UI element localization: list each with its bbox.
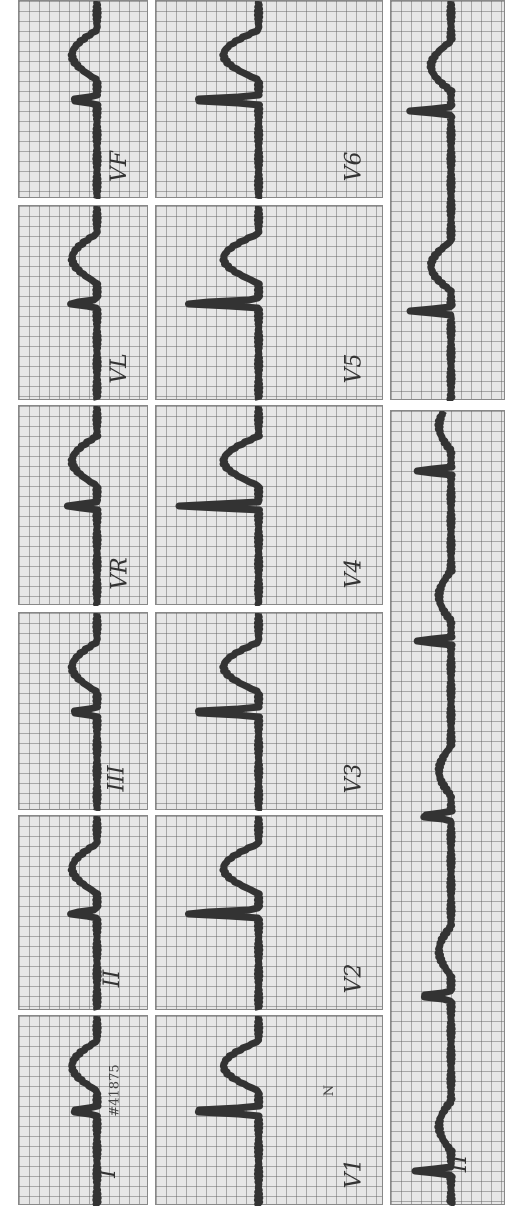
ecg-panel: V6 bbox=[155, 0, 383, 198]
lead-label: I bbox=[96, 1169, 121, 1178]
lead-label: V1 bbox=[341, 1159, 366, 1189]
lead-label: II bbox=[100, 970, 125, 987]
lead-label: V3 bbox=[341, 764, 366, 794]
ecg-waveform bbox=[71, 816, 99, 1010]
ecg-waveform bbox=[71, 206, 99, 400]
ecg-panel: II bbox=[18, 815, 148, 1010]
ecg-waveform bbox=[71, 613, 98, 811]
ecg-panel: V1 N bbox=[155, 1015, 383, 1205]
ecg-panel bbox=[390, 0, 505, 400]
ecg-panel: V3 bbox=[155, 612, 383, 810]
ecg-panel: V2 bbox=[155, 815, 383, 1010]
ecg-waveform bbox=[199, 613, 260, 811]
ecg-waveform bbox=[415, 411, 452, 1205]
ecg-waveform bbox=[199, 1, 260, 199]
ecg-waveform bbox=[198, 1016, 259, 1206]
ecg-panel: V4 bbox=[155, 405, 383, 605]
lead-note: N bbox=[322, 1084, 337, 1095]
lead-label: V4 bbox=[341, 559, 366, 589]
ecg-waveform bbox=[71, 1, 98, 199]
lead-label: VL bbox=[107, 353, 132, 384]
ecg-waveform bbox=[189, 206, 260, 400]
lead-label: V6 bbox=[341, 152, 366, 182]
ecg-panel: I #41875 bbox=[18, 1015, 148, 1205]
ecg-trace bbox=[391, 1, 506, 401]
lead-label: VF bbox=[107, 151, 132, 182]
ecg-sheet: I#41875IIIIIVRVLVFV1NV2V3V4V5V6II (() =>… bbox=[0, 0, 515, 1215]
lead-label: III bbox=[105, 765, 130, 791]
ecg-panel: VL bbox=[18, 205, 148, 400]
lead-label: VR bbox=[108, 557, 133, 589]
ecg-waveform bbox=[189, 816, 260, 1010]
ecg-trace bbox=[19, 1016, 149, 1206]
lead-label: V5 bbox=[341, 354, 366, 384]
ecg-panel: III bbox=[18, 612, 148, 810]
ecg-trace bbox=[19, 816, 149, 1011]
lead-label: V2 bbox=[341, 964, 366, 994]
ecg-waveform bbox=[179, 406, 260, 606]
lead-note: #41875 bbox=[108, 1064, 123, 1116]
ecg-panel: V5 bbox=[155, 205, 383, 400]
ecg-panel: VR bbox=[18, 405, 148, 605]
ecg-waveform bbox=[410, 1, 452, 401]
lead-label: II bbox=[447, 1155, 472, 1172]
ecg-panel: II bbox=[390, 410, 505, 1205]
ecg-waveform bbox=[72, 1016, 98, 1206]
ecg-trace bbox=[391, 411, 506, 1206]
ecg-panel: VF bbox=[18, 0, 148, 198]
ecg-waveform bbox=[67, 406, 98, 606]
